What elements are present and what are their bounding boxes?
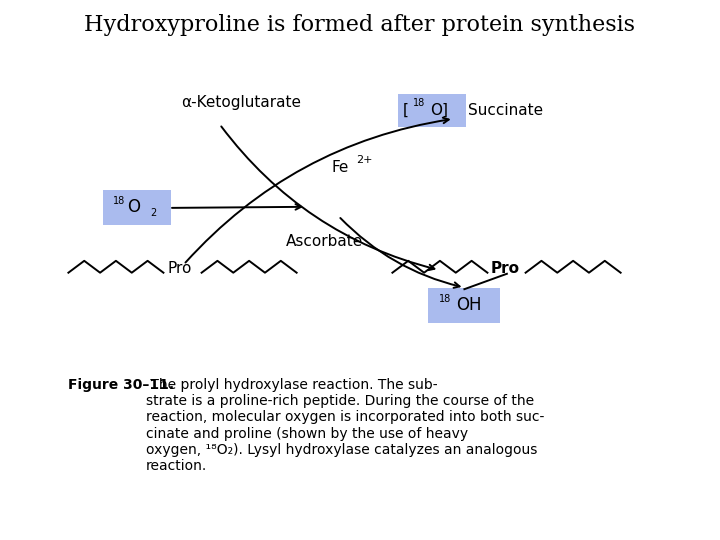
Text: Succinate: Succinate xyxy=(468,103,543,118)
Text: [: [ xyxy=(403,103,409,118)
Text: Pro: Pro xyxy=(491,261,520,276)
FancyBboxPatch shape xyxy=(102,191,171,226)
Text: OH: OH xyxy=(456,295,481,314)
Text: Ascorbate: Ascorbate xyxy=(285,234,363,249)
Text: 18: 18 xyxy=(413,98,426,107)
Text: Pro: Pro xyxy=(167,261,192,276)
Text: 2+: 2+ xyxy=(356,156,373,165)
Text: The prolyl hydroxylase reaction. The sub-
strate is a proline-rich peptide. Duri: The prolyl hydroxylase reaction. The sub… xyxy=(146,378,544,473)
Text: 18: 18 xyxy=(439,294,451,303)
FancyBboxPatch shape xyxy=(428,287,500,322)
Text: O: O xyxy=(127,198,140,216)
Text: α-Ketoglutarate: α-Ketoglutarate xyxy=(181,95,301,110)
Text: O]: O] xyxy=(430,103,448,118)
Text: Fe: Fe xyxy=(331,160,348,175)
Text: Hydroxyproline is formed after protein synthesis: Hydroxyproline is formed after protein s… xyxy=(84,14,636,36)
FancyBboxPatch shape xyxy=(397,94,467,127)
Text: 2: 2 xyxy=(150,208,156,218)
Text: Figure 30–11.: Figure 30–11. xyxy=(68,378,174,392)
Text: 18: 18 xyxy=(113,197,125,206)
